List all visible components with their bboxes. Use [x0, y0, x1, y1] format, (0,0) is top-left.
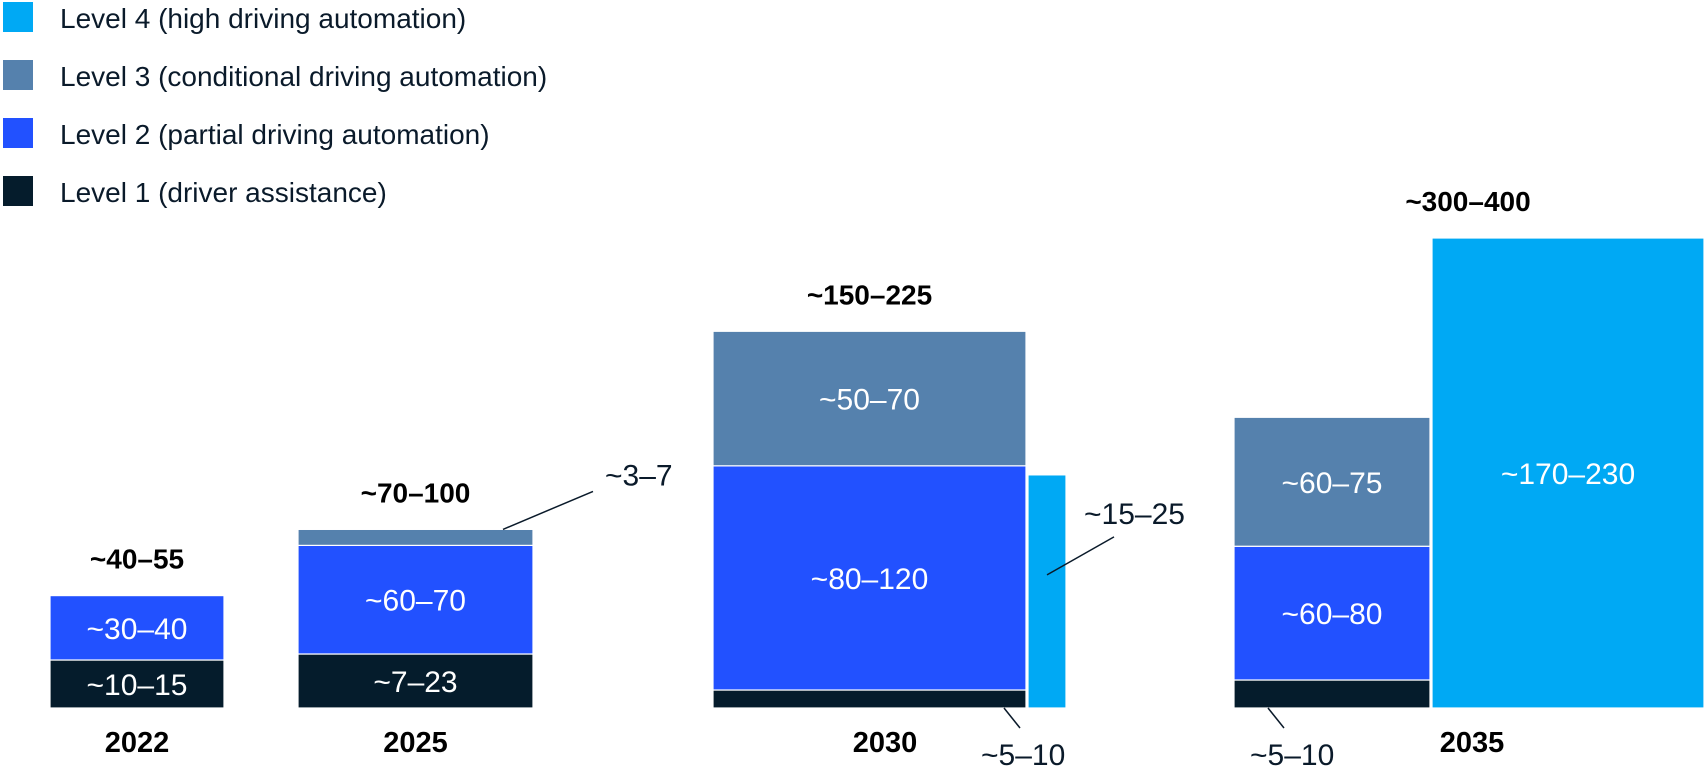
data-label-2035-l2: ~60–80: [1282, 598, 1383, 631]
data-label-2030-l3: ~50–70: [819, 384, 920, 417]
leader-line-2025-l3: [502, 490, 594, 531]
year-label-2022: 2022: [105, 727, 170, 759]
data-label-2035-l1: ~5–10: [1250, 739, 1334, 770]
legend-label-l2: Level 2 (partial driving automation): [60, 119, 490, 150]
legend-swatch-l3: [3, 60, 33, 90]
data-label-2025-l1: ~7–23: [373, 666, 457, 699]
bars: [49, 237, 1705, 709]
bar-2035-l4: [1431, 237, 1705, 709]
bar-2030-l3: [712, 330, 1027, 467]
data-label-2035-l3: ~60–75: [1282, 467, 1383, 500]
bar-2035-l3: [1233, 416, 1431, 547]
bar-2025-l3: [297, 528, 534, 546]
legend-label-l4: Level 4 (high driving automation): [60, 3, 466, 34]
data-label-2025-l2: ~60–70: [365, 585, 466, 618]
data-label-2030-l4: ~15–25: [1084, 498, 1185, 531]
data-label-2025-l3: ~3–7: [605, 459, 673, 492]
leader-line-2035-l1: [1267, 707, 1285, 729]
legend: Level 4 (high driving automation) Level 3…: [3, 2, 547, 208]
legend-swatch-l4: [3, 2, 33, 32]
legend-swatch-l1: [3, 176, 33, 206]
year-label-2035: 2035: [1440, 727, 1505, 759]
data-label-2022-l1: ~10–15: [87, 669, 188, 702]
total-label-2035: ~300–400: [1405, 186, 1530, 217]
bar-2035-l1: [1233, 679, 1431, 709]
total-label-2022: ~40–55: [90, 544, 184, 575]
year-label-2025: 2025: [383, 727, 448, 759]
year-label-2030: 2030: [853, 727, 918, 759]
data-label-2030-l2: ~80–120: [811, 563, 929, 596]
bar-2022-l1: [49, 659, 225, 709]
total-label-2030: ~150–225: [807, 279, 932, 310]
bar-2035-l2: [1233, 545, 1431, 681]
legend-label-l3: Level 3 (conditional driving automation): [60, 61, 547, 92]
data-label-2030-l1: ~5–10: [981, 739, 1065, 770]
total-label-2025: ~70–100: [361, 477, 471, 508]
bar-2022-l2: [49, 594, 225, 661]
data-label-2022-l2: ~30–40: [87, 613, 188, 646]
legend-swatch-l2: [3, 118, 33, 148]
bar-2025-l2: [297, 544, 534, 655]
leader-line-2030-l4: [1046, 536, 1115, 576]
legend-label-l1: Level 1 (driver assistance): [60, 177, 387, 208]
bar-2030-l1: [712, 689, 1027, 709]
bar-2030-l2: [712, 465, 1027, 691]
bar-2030-l4: [1027, 474, 1067, 709]
data-label-2035-l4: ~170–230: [1501, 458, 1635, 491]
labels: ~10–15 ~30–40 ~40–55 2022 ~7–23 ~60–70 ~3–7 ~70…: [87, 186, 1636, 770]
leader-line-2030-l1: [1003, 707, 1021, 729]
